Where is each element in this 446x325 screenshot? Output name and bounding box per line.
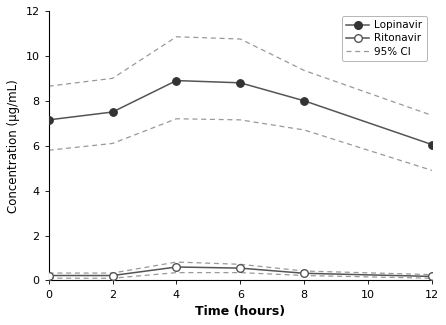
Legend: Lopinavir, Ritonavir, 95% CI: Lopinavir, Ritonavir, 95% CI — [342, 16, 427, 61]
X-axis label: Time (hours): Time (hours) — [195, 305, 285, 318]
Y-axis label: Concentration (µg/mL): Concentration (µg/mL) — [7, 79, 20, 213]
